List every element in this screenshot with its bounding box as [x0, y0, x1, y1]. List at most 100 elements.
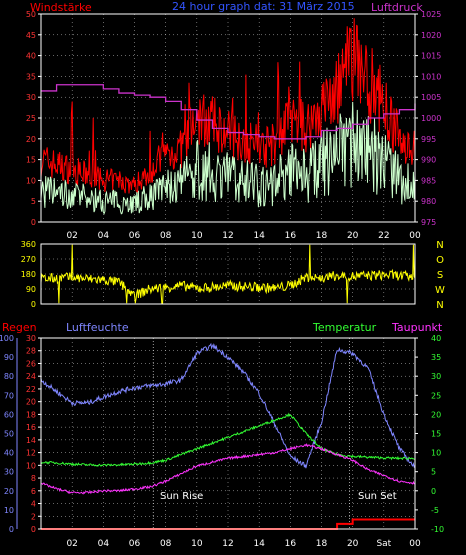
direction-tick-label: 0 [31, 300, 36, 309]
rain-tick-label: 10 [26, 461, 36, 470]
temperature-tick-label: 25 [431, 391, 441, 400]
x-tick-label-top: 16 [285, 231, 297, 241]
rain-tick-label: 30 [26, 334, 36, 343]
x-tick-label-top: 00 [409, 231, 421, 241]
pressure-tick-label: 1005 [421, 93, 441, 102]
rain-tick-label: 24 [26, 372, 36, 381]
temperature-tick-label: 35 [431, 353, 441, 362]
humidity-tick-label: 90 [4, 353, 14, 362]
humidity-axis-label: Luftfeuchte [66, 321, 129, 334]
x-tick-label-bottom: 20 [347, 539, 359, 549]
humidity-tick-label: 20 [4, 487, 14, 496]
climate-grid [41, 338, 416, 529]
humidity-line [40, 342, 416, 469]
rain-tick-label: 8 [31, 474, 36, 483]
compass-letter: N [436, 240, 443, 251]
temperature-tick-label: 5 [431, 468, 436, 477]
x-tick-label-bottom: 16 [285, 539, 297, 549]
chart-title: 24 hour graph dat: 31 März 2015 [172, 0, 355, 13]
humidity-tick-label: 40 [4, 449, 14, 458]
x-tick-label-bottom: 12 [222, 539, 233, 549]
pressure-tick-label: 1010 [421, 72, 441, 81]
direction-frame [40, 243, 416, 305]
wind-tick-label: 40 [26, 52, 36, 61]
dewpoint-axis-label: Taupunkt [391, 321, 443, 334]
humidity-tick-label: 70 [4, 391, 14, 400]
x-tick-label-bottom: 00 [409, 539, 421, 549]
wind-tick-label: 25 [26, 114, 36, 123]
rain-tick-label: 28 [26, 347, 36, 356]
rain-axis-label: Regen [2, 321, 37, 334]
pressure-tick-label: 990 [421, 156, 436, 165]
climate-frame [40, 337, 416, 530]
x-tick-label-top: 06 [129, 231, 141, 241]
x-tick-label-bottom: 08 [160, 539, 172, 549]
rain-tick-label: 16 [26, 423, 36, 432]
x-axis-bottom: 02 04 06 08 10 12 14 16 18 20 Sat 00 [66, 539, 421, 549]
rain-tick-label: 0 [31, 525, 36, 534]
wind-tick-label: 0 [31, 218, 36, 227]
wind-tick-label: 45 [26, 31, 36, 40]
x-tick-label-top: 08 [160, 231, 172, 241]
rain-tick-label: 2 [31, 512, 36, 521]
pressure-axis-label: Luftdruck [371, 1, 423, 14]
x-tick-label-top: 20 [347, 231, 359, 241]
wind-tick-label: 30 [26, 93, 36, 102]
dewpoint-line [40, 442, 415, 495]
direction-tick-label: 180 [21, 270, 36, 279]
x-tick-label-top: 22 [378, 231, 389, 241]
rain-tick-label: 18 [26, 410, 36, 419]
wind-tick-label: 15 [26, 156, 36, 165]
climate-ticks: 0102030405060708090100024681012141618202… [0, 334, 444, 534]
x-tick-label-top: 14 [253, 231, 265, 241]
direction-tick-label: 270 [21, 255, 36, 264]
x-tick-label-bottom: 14 [253, 539, 265, 549]
temperature-tick-label: 10 [431, 449, 441, 458]
rain-tick-label: 20 [26, 398, 36, 407]
wind-axis-label: Windstärke [30, 1, 92, 14]
direction-tick-label: 360 [21, 240, 36, 249]
pressure-tick-label: 975 [421, 218, 436, 227]
pressure-line [41, 84, 416, 140]
temperature-tick-label: 40 [431, 334, 441, 343]
x-tick-label-top: 02 [66, 231, 77, 241]
wind-pressure-ticks: 0510152025303540455097598098599099510001… [26, 10, 442, 227]
x-tick-label-bottom: 02 [66, 539, 77, 549]
wind-average-line [40, 101, 416, 215]
rain-tick-label: 12 [26, 449, 36, 458]
temperature-tick-label: -5 [431, 506, 439, 515]
x-tick-label-top: 12 [222, 231, 233, 241]
compass-letter: O [436, 255, 444, 266]
x-axis-top: 02 04 06 08 10 12 14 16 18 20 22 00 [66, 231, 421, 241]
wind-pressure-frame [40, 13, 416, 223]
compass-letter: W [435, 285, 445, 296]
pressure-tick-label: 1025 [421, 10, 441, 19]
pressure-tick-label: 995 [421, 135, 436, 144]
rain-tick-label: 22 [26, 385, 36, 394]
humidity-tick-label: 30 [4, 468, 14, 477]
direction-lines [40, 244, 416, 304]
rain-tick-label: 6 [31, 487, 36, 496]
temperature-tick-label: 30 [431, 372, 441, 381]
humidity-tick-label: 10 [4, 506, 14, 515]
temperature-line [40, 412, 416, 467]
temperature-tick-label: 20 [431, 410, 441, 419]
temperature-tick-label: 0 [431, 487, 436, 496]
temperature-axis-label: Temperatur [312, 321, 377, 334]
humidity-tick-label: 100 [0, 334, 14, 343]
wind-tick-label: 10 [26, 176, 36, 185]
x-tick-label-top: 18 [316, 231, 328, 241]
wind-tick-label: 35 [26, 72, 36, 81]
sun-rise-label: Sun Rise [160, 491, 203, 502]
x-tick-label-bottom: 18 [316, 539, 328, 549]
compass-letter: S [437, 270, 443, 281]
x-tick-label-bottom: 10 [191, 539, 203, 549]
wind-tick-label: 5 [31, 197, 36, 206]
x-tick-label-top: 04 [98, 231, 110, 241]
x-tick-label-bottom: 04 [98, 539, 110, 549]
pressure-tick-label: 1020 [421, 31, 441, 40]
x-tick-label-bottom: Sat [376, 539, 391, 549]
rain-tick-label: 4 [31, 500, 36, 509]
direction-line [40, 244, 416, 304]
